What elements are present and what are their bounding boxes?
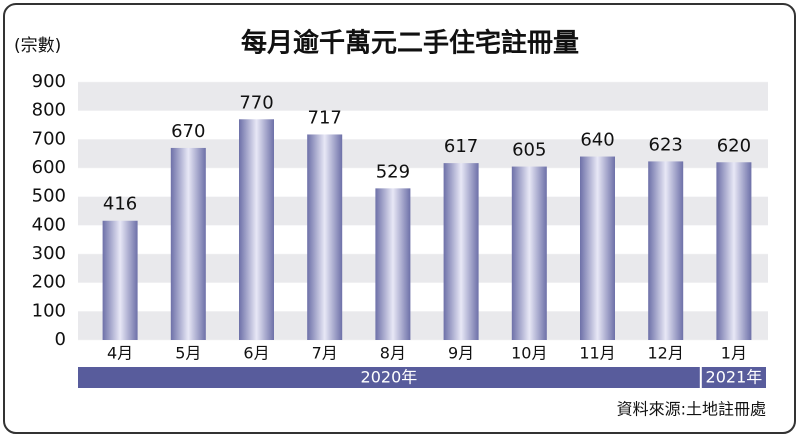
source: 資料來源:土地註冊處 — [617, 400, 766, 419]
chart-title: 每月逾千萬元二手住宅註冊量 — [241, 28, 579, 59]
y-tick-label: 400 — [32, 214, 66, 235]
value-label: 620 — [717, 135, 751, 156]
y-tick-label: 300 — [32, 243, 66, 264]
value-label: 529 — [376, 161, 410, 182]
period-label: 2021年 — [706, 368, 763, 387]
x-tick-label: 1月 — [721, 344, 747, 363]
bar — [102, 220, 138, 340]
value-label: 416 — [103, 194, 137, 215]
y-tick-label: 900 — [32, 71, 66, 92]
y-tick-label: 100 — [32, 300, 66, 321]
x-tick-label: 11月 — [579, 344, 615, 363]
y-tick-label: 500 — [32, 186, 66, 207]
value-label: 640 — [580, 130, 614, 151]
bar — [580, 156, 615, 340]
y-tick-label: 800 — [32, 100, 66, 121]
bar — [375, 188, 411, 340]
value-label: 605 — [512, 140, 546, 161]
x-tick-label: 9月 — [448, 344, 474, 363]
bar — [716, 162, 752, 340]
y-axis-label: (宗數) — [14, 36, 61, 56]
value-label: 670 — [171, 121, 205, 142]
bar — [239, 119, 274, 341]
x-tick-label: 12月 — [648, 344, 684, 363]
bar — [648, 161, 684, 340]
bar — [307, 134, 343, 340]
x-tick-label: 8月 — [380, 344, 406, 363]
x-tick-label: 5月 — [175, 344, 201, 363]
y-tick-label: 200 — [32, 272, 66, 293]
period-band — [78, 367, 700, 388]
period-band — [701, 367, 766, 388]
x-tick-label: 4月 — [107, 344, 133, 363]
bar — [443, 163, 479, 340]
x-tick-label: 6月 — [243, 344, 269, 363]
y-tick-label: 700 — [32, 128, 66, 149]
bar — [170, 147, 206, 340]
value-label: 617 — [444, 136, 478, 157]
x-tick-label: 7月 — [312, 344, 338, 363]
value-label: 623 — [649, 134, 683, 155]
value-label: 717 — [308, 107, 342, 128]
value-label: 770 — [239, 92, 273, 113]
period-label: 2020年 — [361, 368, 418, 387]
y-tick-label: 600 — [32, 157, 66, 178]
grid-band — [78, 82, 768, 111]
x-tick-label: 10月 — [511, 344, 547, 363]
bar — [511, 166, 547, 340]
y-tick-label: 0 — [55, 329, 66, 350]
